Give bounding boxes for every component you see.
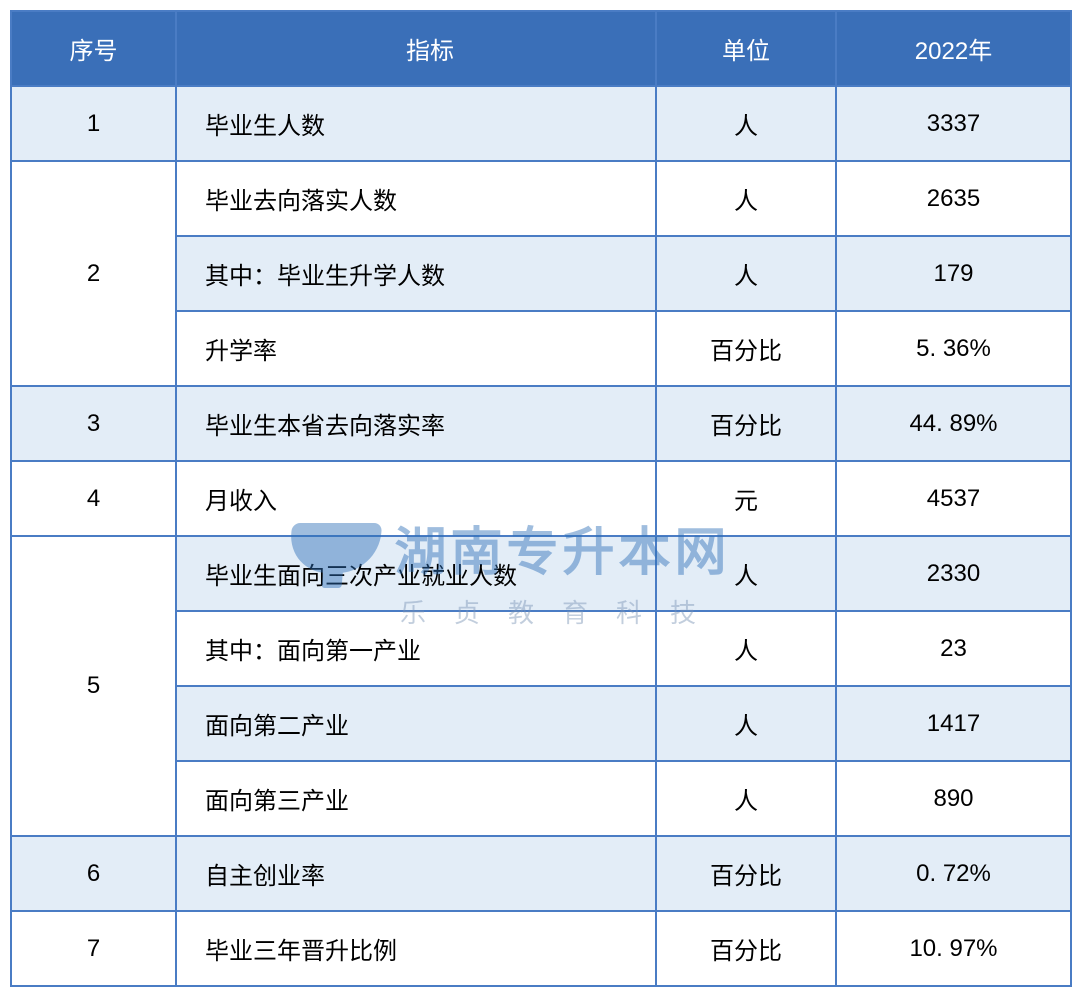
header-indicator: 指标 — [176, 11, 656, 86]
header-unit: 单位 — [656, 11, 836, 86]
cell-seq: 1 — [11, 86, 176, 161]
cell-indicator: 升学率 — [176, 311, 656, 386]
cell-unit: 人 — [656, 761, 836, 836]
cell-unit: 人 — [656, 536, 836, 611]
cell-value: 179 — [836, 236, 1071, 311]
cell-unit: 人 — [656, 236, 836, 311]
cell-indicator: 其中：毕业生升学人数 — [176, 236, 656, 311]
cell-seq: 3 — [11, 386, 176, 461]
table-row: 2 毕业去向落实人数 人 2635 — [11, 161, 1071, 236]
cell-value: 2330 — [836, 536, 1071, 611]
header-row: 序号 指标 单位 2022年 — [11, 11, 1071, 86]
cell-value: 3337 — [836, 86, 1071, 161]
header-seq: 序号 — [11, 11, 176, 86]
cell-indicator: 毕业生本省去向落实率 — [176, 386, 656, 461]
cell-seq: 6 — [11, 836, 176, 911]
table-wrapper: 序号 指标 单位 2022年 1 毕业生人数 人 3337 2 毕业去向落实人数… — [10, 10, 1070, 987]
cell-seq: 5 — [11, 536, 176, 836]
cell-indicator: 毕业生人数 — [176, 86, 656, 161]
cell-unit: 元 — [656, 461, 836, 536]
table-body: 1 毕业生人数 人 3337 2 毕业去向落实人数 人 2635 其中：毕业生升… — [11, 86, 1071, 986]
table-row: 3 毕业生本省去向落实率 百分比 44. 89% — [11, 386, 1071, 461]
cell-value: 5. 36% — [836, 311, 1071, 386]
cell-indicator: 面向第三产业 — [176, 761, 656, 836]
cell-indicator: 毕业生面向三次产业就业人数 — [176, 536, 656, 611]
cell-seq: 2 — [11, 161, 176, 386]
cell-unit: 百分比 — [656, 386, 836, 461]
cell-value: 2635 — [836, 161, 1071, 236]
table-row: 7 毕业三年晋升比例 百分比 10. 97% — [11, 911, 1071, 986]
cell-unit: 人 — [656, 161, 836, 236]
header-value: 2022年 — [836, 11, 1071, 86]
cell-value: 10. 97% — [836, 911, 1071, 986]
cell-unit: 百分比 — [656, 911, 836, 986]
cell-indicator: 其中：面向第一产业 — [176, 611, 656, 686]
table-row: 1 毕业生人数 人 3337 — [11, 86, 1071, 161]
cell-unit: 人 — [656, 686, 836, 761]
cell-value: 4537 — [836, 461, 1071, 536]
cell-indicator: 自主创业率 — [176, 836, 656, 911]
cell-value: 44. 89% — [836, 386, 1071, 461]
cell-seq: 7 — [11, 911, 176, 986]
table-row: 5 毕业生面向三次产业就业人数 人 2330 — [11, 536, 1071, 611]
cell-indicator: 月收入 — [176, 461, 656, 536]
cell-seq: 4 — [11, 461, 176, 536]
cell-unit: 人 — [656, 611, 836, 686]
cell-value: 23 — [836, 611, 1071, 686]
cell-value: 0. 72% — [836, 836, 1071, 911]
data-table: 序号 指标 单位 2022年 1 毕业生人数 人 3337 2 毕业去向落实人数… — [10, 10, 1072, 987]
table-row: 4 月收入 元 4537 — [11, 461, 1071, 536]
cell-indicator: 毕业去向落实人数 — [176, 161, 656, 236]
cell-indicator: 面向第二产业 — [176, 686, 656, 761]
cell-unit: 百分比 — [656, 311, 836, 386]
table-row: 6 自主创业率 百分比 0. 72% — [11, 836, 1071, 911]
cell-indicator: 毕业三年晋升比例 — [176, 911, 656, 986]
cell-unit: 人 — [656, 86, 836, 161]
cell-unit: 百分比 — [656, 836, 836, 911]
cell-value: 1417 — [836, 686, 1071, 761]
cell-value: 890 — [836, 761, 1071, 836]
